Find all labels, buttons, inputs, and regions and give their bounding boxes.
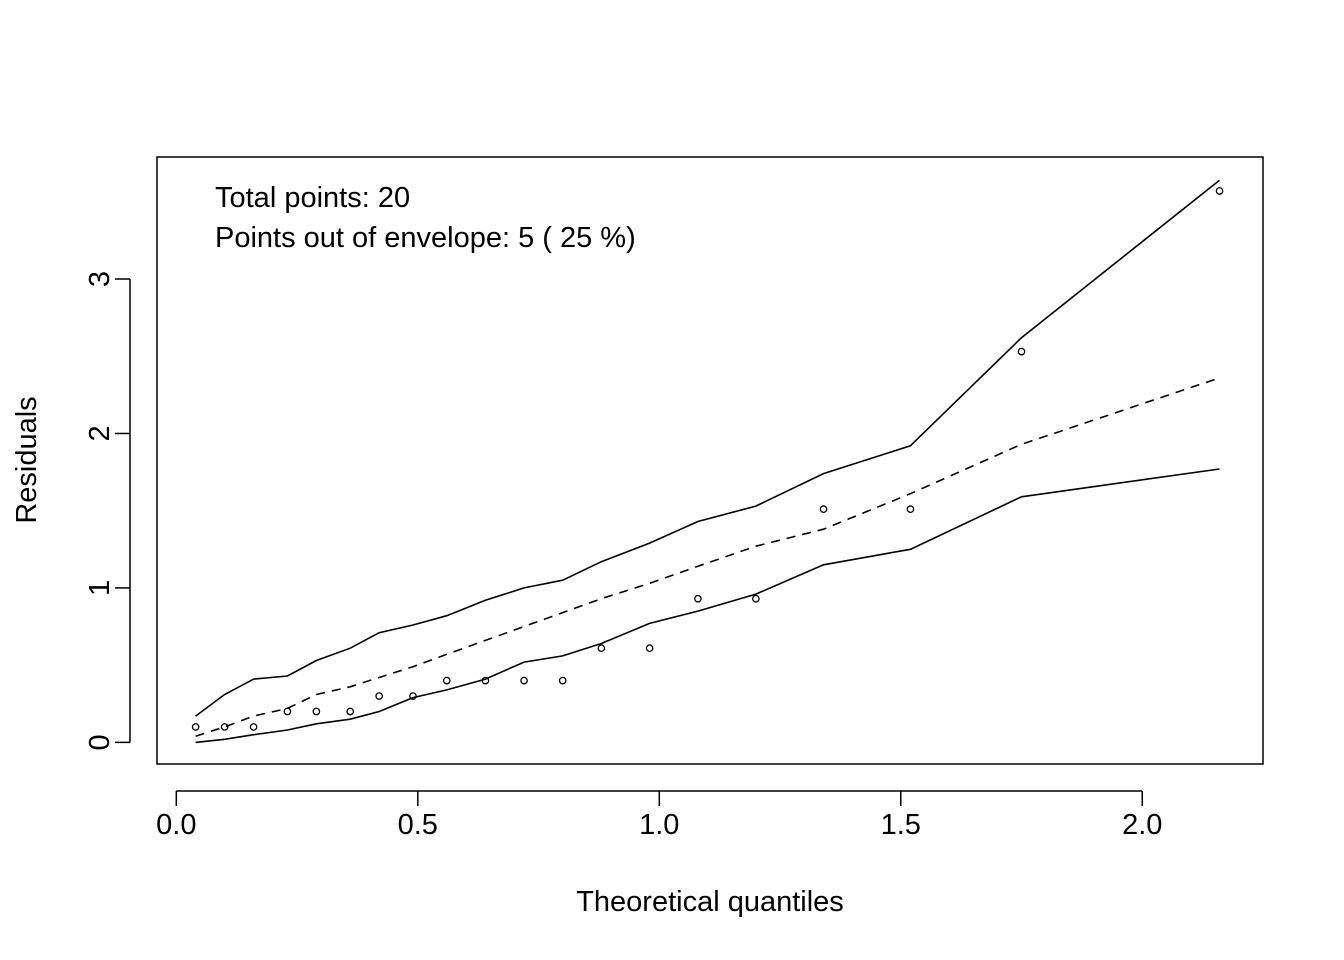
residual-point (249, 723, 258, 731)
residual-point (191, 723, 200, 731)
envelope-lower-line (195, 468, 1220, 744)
envelope-median-line (195, 377, 1220, 737)
residual-point (442, 676, 451, 685)
x-tick-label: 0.5 (398, 809, 438, 841)
residual-point (312, 707, 321, 716)
x-tick-label: 0.0 (156, 809, 196, 841)
residual-point (645, 644, 654, 653)
y-tick-label: 1 (84, 580, 116, 596)
plot-frame (156, 156, 1264, 765)
envelope-upper-line (195, 179, 1220, 717)
residual-point (752, 594, 760, 603)
residual-point (597, 644, 606, 653)
y-axis: 0 1 2 3 (84, 271, 131, 750)
x-axis: 0.0 0.5 1.0 1.5 2.0 (156, 790, 1162, 841)
residual-point (220, 723, 229, 731)
annotation-line: Points out of envelope: 5 ( 25 %) (215, 222, 636, 254)
residual-point (1215, 187, 1224, 195)
y-axis-label: Residuals (11, 396, 43, 523)
y-tick-label: 0 (84, 734, 116, 750)
series-layer (191, 179, 1224, 744)
residual-point (558, 676, 567, 685)
residual-point (346, 707, 355, 716)
x-tick-label: 1.5 (881, 809, 921, 841)
y-tick-label: 3 (84, 271, 116, 287)
y-tick-label: 2 (84, 425, 116, 441)
residual-point (375, 692, 384, 700)
residual-point (694, 594, 702, 603)
x-axis-label: Theoretical quantiles (576, 886, 844, 918)
residual-point (906, 505, 915, 514)
residual-point (409, 692, 417, 700)
x-tick-label: 2.0 (1122, 809, 1162, 841)
residual-point (283, 707, 292, 716)
x-tick-label: 1.0 (639, 809, 679, 841)
residual-point (1017, 347, 1026, 356)
residual-point (520, 676, 528, 685)
residual-point (819, 505, 828, 514)
annotation-line: Total points: 20 (215, 182, 410, 214)
annotation-layer: Total points: 20 Points out of envelope: … (215, 182, 636, 254)
